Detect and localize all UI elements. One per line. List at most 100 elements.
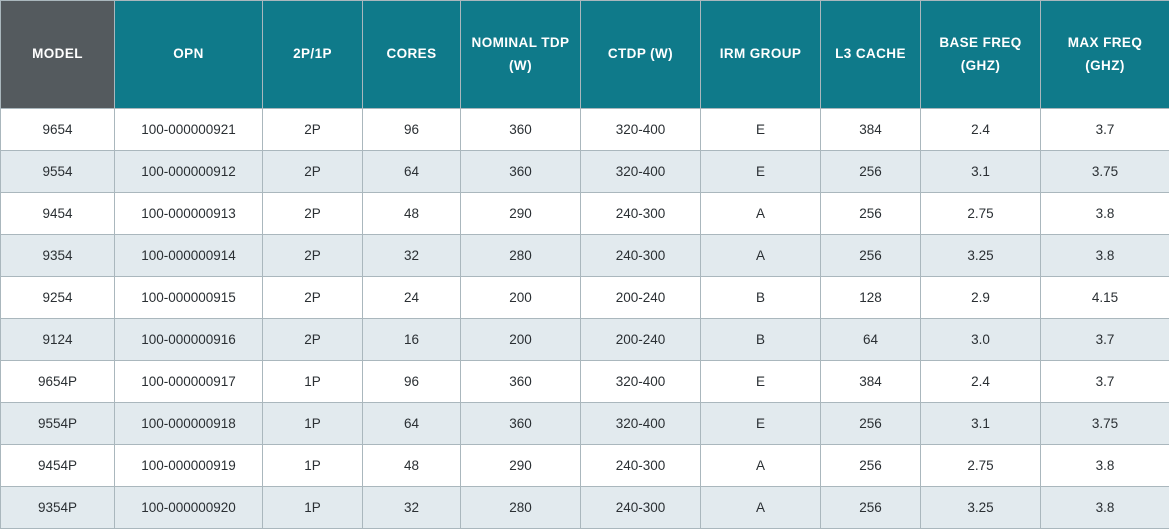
cell-tdp: 280 [461, 235, 581, 277]
cell-base: 2.4 [921, 361, 1041, 403]
cell-2p1p: 1P [263, 487, 363, 529]
cell-ctdp: 320-400 [581, 361, 701, 403]
cell-model: 9454 [1, 193, 115, 235]
col-header-ctdp: CTDP (W) [581, 1, 701, 109]
table-row: 9654P 100-000000917 1P 96 360 320-400 E … [1, 361, 1169, 403]
cell-2p1p: 2P [263, 151, 363, 193]
cell-irm: E [701, 361, 821, 403]
cell-base: 2.75 [921, 445, 1041, 487]
cell-base: 3.0 [921, 319, 1041, 361]
cell-base: 3.1 [921, 151, 1041, 193]
cell-irm: A [701, 487, 821, 529]
col-header-cores: CORES [363, 1, 461, 109]
cell-cores: 96 [363, 361, 461, 403]
cell-cores: 48 [363, 193, 461, 235]
cell-max: 4.15 [1041, 277, 1169, 319]
col-header-l3: L3 CACHE [821, 1, 921, 109]
cell-opn: 100-000000913 [115, 193, 263, 235]
cell-2p1p: 1P [263, 403, 363, 445]
cell-model: 9354 [1, 235, 115, 277]
cell-l3: 384 [821, 361, 921, 403]
cell-model: 9354P [1, 487, 115, 529]
cell-ctdp: 240-300 [581, 487, 701, 529]
cell-irm: A [701, 445, 821, 487]
cell-tdp: 360 [461, 151, 581, 193]
cell-2p1p: 2P [263, 193, 363, 235]
cell-model: 9654P [1, 361, 115, 403]
cell-2p1p: 1P [263, 445, 363, 487]
col-header-opn: OPN [115, 1, 263, 109]
col-header-base: BASE FREQ (GHZ) [921, 1, 1041, 109]
col-header-2p1p: 2P/1P [263, 1, 363, 109]
cell-ctdp: 240-300 [581, 193, 701, 235]
table-row: 9454 100-000000913 2P 48 290 240-300 A 2… [1, 193, 1169, 235]
cell-opn: 100-000000921 [115, 109, 263, 151]
table-row: 9124 100-000000916 2P 16 200 200-240 B 6… [1, 319, 1169, 361]
cell-irm: B [701, 277, 821, 319]
cell-tdp: 280 [461, 487, 581, 529]
cell-opn: 100-000000917 [115, 361, 263, 403]
table-row: 9554 100-000000912 2P 64 360 320-400 E 2… [1, 151, 1169, 193]
table-row: 9354P 100-000000920 1P 32 280 240-300 A … [1, 487, 1169, 529]
cell-opn: 100-000000914 [115, 235, 263, 277]
cell-irm: A [701, 193, 821, 235]
cell-opn: 100-000000916 [115, 319, 263, 361]
cell-model: 9454P [1, 445, 115, 487]
cell-ctdp: 320-400 [581, 109, 701, 151]
cell-base: 3.1 [921, 403, 1041, 445]
cell-tdp: 200 [461, 319, 581, 361]
cell-l3: 384 [821, 109, 921, 151]
spec-table: MODEL OPN 2P/1P CORES NOMINAL TDP (W) CT… [0, 0, 1169, 529]
cell-l3: 128 [821, 277, 921, 319]
cell-tdp: 290 [461, 445, 581, 487]
cell-tdp: 290 [461, 193, 581, 235]
cell-l3: 256 [821, 487, 921, 529]
cell-l3: 256 [821, 193, 921, 235]
cell-irm: E [701, 109, 821, 151]
cell-l3: 256 [821, 151, 921, 193]
cell-opn: 100-000000915 [115, 277, 263, 319]
cell-ctdp: 320-400 [581, 403, 701, 445]
cell-l3: 64 [821, 319, 921, 361]
cell-opn: 100-000000912 [115, 151, 263, 193]
col-header-tdp: NOMINAL TDP (W) [461, 1, 581, 109]
cell-cores: 64 [363, 151, 461, 193]
cell-tdp: 200 [461, 277, 581, 319]
table-header-row: MODEL OPN 2P/1P CORES NOMINAL TDP (W) CT… [1, 1, 1169, 109]
cell-2p1p: 2P [263, 109, 363, 151]
cell-max: 3.8 [1041, 445, 1169, 487]
cell-ctdp: 240-300 [581, 445, 701, 487]
table-row: 9654 100-000000921 2P 96 360 320-400 E 3… [1, 109, 1169, 151]
table-row: 9354 100-000000914 2P 32 280 240-300 A 2… [1, 235, 1169, 277]
col-header-irm: IRM GROUP [701, 1, 821, 109]
cell-ctdp: 240-300 [581, 235, 701, 277]
cell-base: 2.9 [921, 277, 1041, 319]
cell-l3: 256 [821, 235, 921, 277]
cell-ctdp: 200-240 [581, 277, 701, 319]
cell-model: 9254 [1, 277, 115, 319]
cell-irm: E [701, 151, 821, 193]
cell-ctdp: 200-240 [581, 319, 701, 361]
table-row: 9254 100-000000915 2P 24 200 200-240 B 1… [1, 277, 1169, 319]
table-row: 9454P 100-000000919 1P 48 290 240-300 A … [1, 445, 1169, 487]
cell-cores: 48 [363, 445, 461, 487]
cell-model: 9554P [1, 403, 115, 445]
cell-irm: E [701, 403, 821, 445]
cell-base: 2.4 [921, 109, 1041, 151]
cell-l3: 256 [821, 445, 921, 487]
cell-model: 9554 [1, 151, 115, 193]
cell-opn: 100-000000919 [115, 445, 263, 487]
cell-cores: 96 [363, 109, 461, 151]
cell-max: 3.8 [1041, 487, 1169, 529]
cell-max: 3.8 [1041, 193, 1169, 235]
cell-opn: 100-000000920 [115, 487, 263, 529]
cell-2p1p: 2P [263, 235, 363, 277]
cell-2p1p: 2P [263, 319, 363, 361]
cell-cores: 32 [363, 235, 461, 277]
cell-max: 3.7 [1041, 319, 1169, 361]
cell-model: 9124 [1, 319, 115, 361]
cell-base: 2.75 [921, 193, 1041, 235]
cell-tdp: 360 [461, 403, 581, 445]
cell-max: 3.7 [1041, 361, 1169, 403]
cell-cores: 16 [363, 319, 461, 361]
